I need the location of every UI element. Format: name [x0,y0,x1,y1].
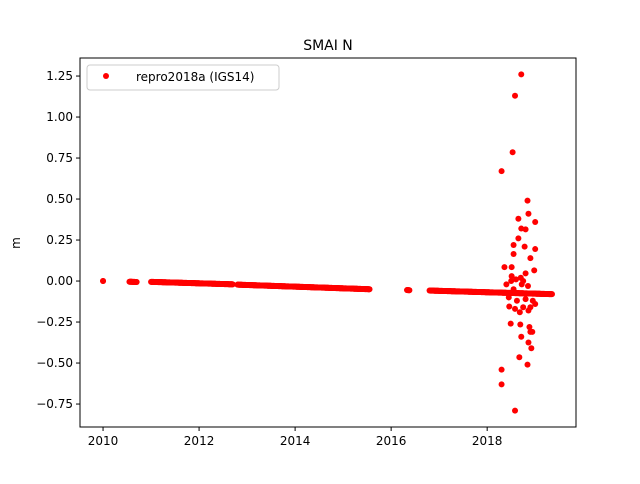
data-point-outlier [512,276,519,283]
legend-box [86,64,280,91]
x-tick-label: 2010 [88,434,119,448]
data-point-outlier [509,149,516,156]
y-tick-label: 1.25 [46,69,73,83]
x-tick-label: 2012 [184,434,215,448]
data-point-outlier [506,303,513,310]
y-tick-label: 0.00 [46,274,73,288]
data-point-outlier [522,226,529,233]
data-point [229,281,236,288]
data-point-outlier [501,264,508,271]
data-point [406,287,413,294]
y-tick-label: 1.00 [46,110,73,124]
x-axis-ticks: 2010 2012 2014 2016 2018 [88,427,503,448]
data-point-outlier [515,235,522,242]
data-point-outlier [508,273,515,280]
data-point-outlier [498,381,505,388]
data-point-outlier [527,304,534,311]
data-point-outlier [521,243,528,250]
data-point-outlier [517,321,524,328]
data-point-outlier [512,407,519,414]
data-point-outlier [526,323,533,330]
data-point-outlier [510,286,517,293]
y-tick-label: −0.75 [36,397,73,411]
data-point-outlier [512,305,519,312]
data-point-outlier [510,250,517,257]
x-tick-label: 2016 [376,434,407,448]
y-tick-label: 0.25 [46,233,73,247]
legend: repro2018a (IGS14) [86,64,280,91]
data-point-outlier [525,339,532,346]
data-point-outlier [524,282,531,289]
y-tick-label: 0.75 [46,151,73,165]
data-point-outlier [532,301,539,307]
data-point-outlier [512,92,519,99]
data-point-outlier [527,255,534,262]
data-point-outlier [518,333,525,340]
data-point-outlier [505,294,512,301]
data-point-outlier [516,309,523,316]
y-tick-label: −0.50 [36,356,73,370]
data-point-outlier [527,328,534,335]
data-point [548,291,555,298]
data-point-outlier [522,270,529,277]
data-point-outlier [532,219,539,225]
data-point-outlier [524,197,531,204]
data-point-outlier [518,71,525,78]
data-point-outlier [516,354,523,361]
plot-frame [79,57,577,428]
legend-marker [103,73,109,79]
data-point-outlier [518,281,525,288]
y-axis-ticks: −0.75 −0.50 −0.25 0.00 0.25 0.50 0.75 1.00 1.25 [36,69,80,411]
data-point-outlier [498,168,505,175]
data-point-outlier [510,241,517,248]
chart-title: SMAI N [303,38,353,54]
x-tick-label: 2014 [280,434,311,448]
x-tick-label: 2018 [472,434,503,448]
y-axis-label: m [9,237,23,249]
data-point [366,286,373,293]
data-point-outlier [525,210,532,217]
data-point-outlier [522,296,529,303]
data-point-outlier [508,264,515,271]
data-point-outlier [532,246,539,253]
data-point [100,278,107,285]
data-points [100,71,555,414]
data-point-outlier [513,297,520,304]
legend-label: repro2018a (IGS14) [136,70,254,84]
data-point-outlier [498,366,505,373]
y-tick-label: 0.50 [46,192,73,206]
data-point-outlier [524,361,531,368]
data-point [133,279,140,286]
data-point-outlier [531,267,538,274]
data-point-outlier [503,281,510,288]
data-point-outlier [508,278,515,285]
data-point-outlier [515,215,522,222]
data-point-outlier [520,304,527,311]
data-point-outlier [507,320,514,327]
y-tick-label: −0.25 [36,315,73,329]
data-point-outlier [528,345,535,352]
